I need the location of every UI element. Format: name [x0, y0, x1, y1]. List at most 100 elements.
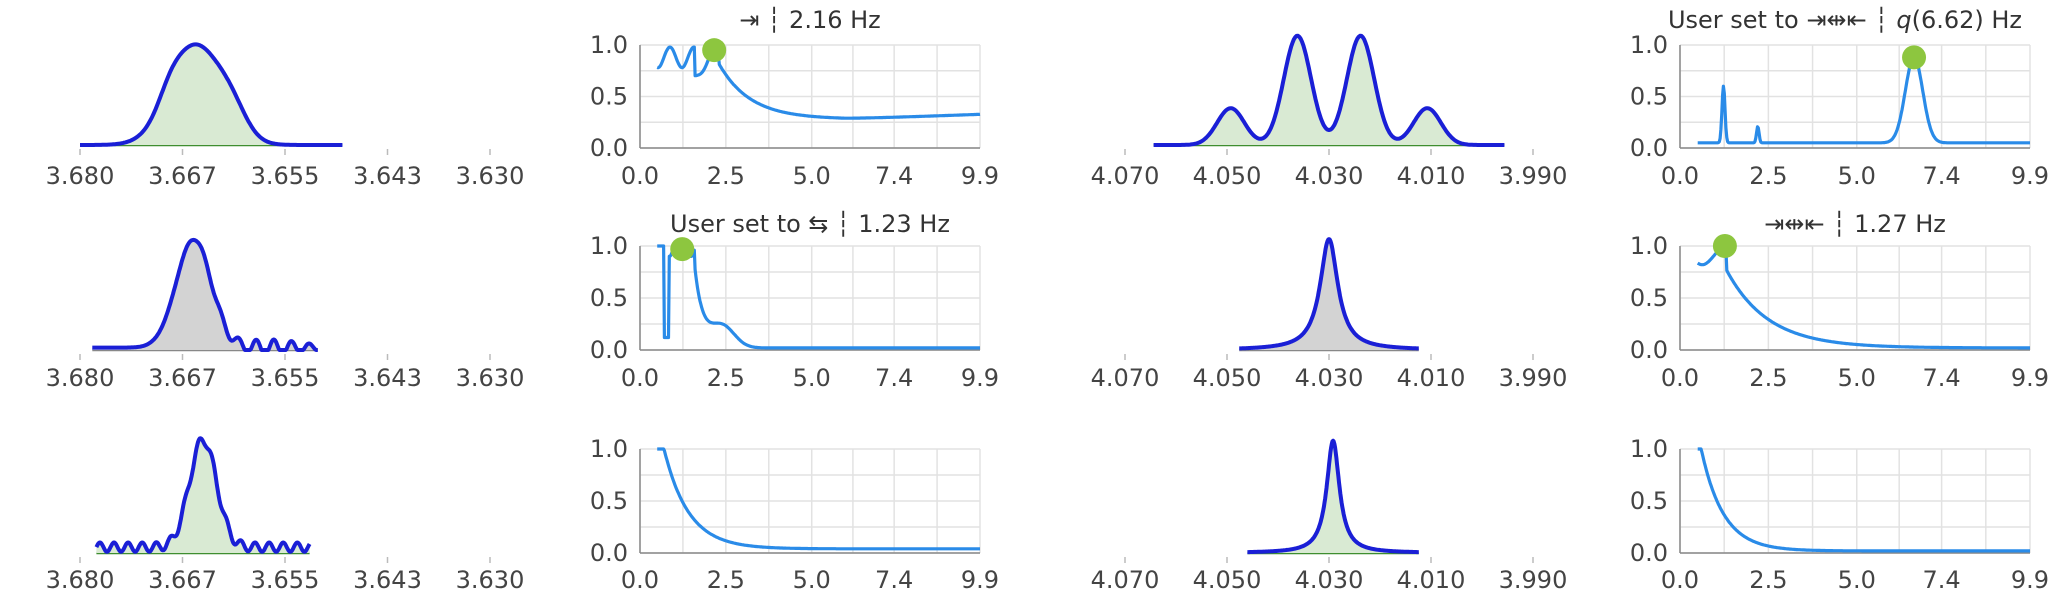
x-tick-label: 4.010 — [1397, 566, 1466, 594]
x-tick-label: 3.990 — [1499, 364, 1568, 392]
x-tick-label: 7.4 — [875, 566, 913, 594]
spectrum-line — [1152, 33, 1506, 147]
x-tick-label: 4.070 — [1091, 364, 1160, 392]
y-tick-label: 1.0 — [1630, 435, 1668, 463]
spectrum-panel-4: 3.680 3.667 3.655 3.643 3.630 — [46, 237, 525, 392]
spectrum-fill — [1247, 440, 1419, 553]
y-tick-label: 1.0 — [1630, 232, 1668, 260]
x-tick-label: 3.680 — [46, 566, 115, 594]
x-tick-label: 0.0 — [621, 364, 659, 392]
series-line — [656, 447, 981, 551]
x-tick-label: 2.5 — [707, 162, 745, 190]
series-line — [1696, 246, 2031, 350]
x-tick-label: 4.050 — [1193, 566, 1262, 594]
x-tick-label: 3.655 — [251, 162, 320, 190]
x-tick-label: 4.050 — [1193, 162, 1262, 190]
spectrum-line — [1237, 237, 1421, 351]
x-tick-label: 2.5 — [707, 364, 745, 392]
x-tick-label: 3.655 — [251, 364, 320, 392]
x-tick-label: 9.9 — [961, 566, 999, 594]
spectrum-fill — [80, 44, 343, 145]
x-tick-label: 9.9 — [2011, 566, 2049, 594]
y-tick-label: 0.5 — [590, 487, 628, 515]
x-tick-label: 4.030 — [1295, 364, 1364, 392]
x-tick-label: 7.4 — [1923, 364, 1961, 392]
series-line — [1696, 447, 2031, 553]
x-tick-label: 3.630 — [456, 566, 525, 594]
spectrum-panel-10: 4.070 4.050 4.030 4.010 3.990 — [1091, 438, 1568, 594]
series-line — [656, 244, 981, 350]
spectrum-panel-8: 3.680 3.667 3.655 3.643 3.630 — [46, 436, 525, 594]
x-tick-label: 0.0 — [621, 162, 659, 190]
x-tick-label: 3.680 — [46, 364, 115, 392]
series-line — [1696, 55, 2031, 145]
x-tick-label: 3.643 — [353, 364, 422, 392]
x-tick-label: 5.0 — [1838, 566, 1876, 594]
spectrum-panel-2: 4.070 4.050 4.030 4.010 3.990 — [1091, 33, 1567, 190]
x-tick-label: 3.630 — [456, 162, 525, 190]
panel-title: ⇥ ┆ 2.16 Hz — [739, 6, 881, 34]
spectrum-fill — [1239, 239, 1419, 350]
x-tick-label: 7.4 — [875, 364, 913, 392]
x-tick-label: 2.5 — [1749, 364, 1787, 392]
panel-title: ⇥⇹⇤ ┆ 1.27 Hz — [1764, 210, 1946, 238]
y-tick-label: 1.0 — [590, 435, 628, 463]
y-tick-label: 1.0 — [1630, 31, 1668, 59]
y-tick-label: 0.0 — [1630, 134, 1668, 162]
x-tick-label: 4.070 — [1091, 162, 1160, 190]
x-tick-label: 0.0 — [1661, 162, 1699, 190]
x-tick-label: 5.0 — [1838, 364, 1876, 392]
x-tick-label: 2.5 — [707, 566, 745, 594]
x-tick-label: 3.643 — [353, 162, 422, 190]
y-tick-label: 0.5 — [1630, 284, 1668, 312]
x-tick-label: 7.4 — [1923, 566, 1961, 594]
x-tick-label: 5.0 — [793, 566, 831, 594]
x-tick-label: 7.4 — [1923, 162, 1961, 190]
line-panel-9: 0.0 0.5 1.0 0.0 2.5 5.0 7.4 9.9 — [590, 435, 999, 594]
spectrum-line — [1246, 438, 1421, 555]
spectrum-panel-6: 4.070 4.050 4.030 4.010 3.990 — [1091, 237, 1568, 392]
x-tick-label: 9.9 — [2011, 162, 2049, 190]
spectrum-fill — [96, 438, 310, 553]
y-tick-label: 0.0 — [1630, 539, 1668, 567]
panel-title: User set to ⇥⇹⇤ ┆ q(6.62) Hz — [1668, 6, 2022, 34]
spectrum-panel-0: 3.680 3.667 3.655 3.643 3.630 — [46, 42, 525, 190]
x-tick-label: 3.630 — [456, 364, 525, 392]
y-tick-label: 0.0 — [590, 539, 628, 567]
x-tick-label: 0.0 — [1661, 364, 1699, 392]
y-tick-label: 1.0 — [590, 31, 628, 59]
panel-title: User set to ⇆ ┆ 1.23 Hz — [670, 210, 950, 238]
line-panel-1: 0.0 0.5 1.0 0.0 2.5 5.0 7.4 9.9 ⇥ ┆ 2.16 Hz — [590, 6, 999, 190]
x-tick-label: 7.4 — [875, 162, 913, 190]
x-tick-label: 5.0 — [1838, 162, 1876, 190]
y-tick-label: 0.5 — [590, 284, 628, 312]
x-tick-label: 3.667 — [148, 566, 217, 594]
y-tick-label: 0.0 — [590, 336, 628, 364]
x-tick-label: 0.0 — [621, 566, 659, 594]
y-tick-label: 0.5 — [1630, 487, 1668, 515]
selected-point-marker[interactable] — [1712, 234, 1737, 258]
y-tick-label: 0.0 — [590, 134, 628, 162]
selected-point-marker[interactable] — [1902, 45, 1927, 70]
x-tick-label: 3.655 — [251, 566, 320, 594]
y-tick-label: 0.5 — [1630, 83, 1668, 111]
x-tick-label: 4.070 — [1091, 566, 1160, 594]
spectrum-line — [91, 237, 319, 352]
x-tick-label: 5.0 — [793, 162, 831, 190]
x-tick-label: 3.667 — [148, 364, 217, 392]
x-tick-label: 9.9 — [961, 162, 999, 190]
y-tick-label: 0.5 — [590, 83, 628, 111]
x-tick-label: 4.010 — [1397, 162, 1466, 190]
x-tick-label: 4.030 — [1295, 162, 1364, 190]
spectrum-line — [94, 436, 312, 554]
selected-point-marker[interactable] — [670, 237, 695, 262]
x-tick-label: 2.5 — [1749, 162, 1787, 190]
y-tick-label: 0.0 — [1630, 336, 1668, 364]
x-tick-label: 5.0 — [793, 364, 831, 392]
spectrum-fill — [92, 239, 318, 350]
x-tick-label: 3.680 — [46, 162, 115, 190]
x-tick-label: 3.667 — [148, 162, 217, 190]
selected-point-marker[interactable] — [702, 38, 727, 63]
x-tick-label: 3.990 — [1499, 566, 1568, 594]
